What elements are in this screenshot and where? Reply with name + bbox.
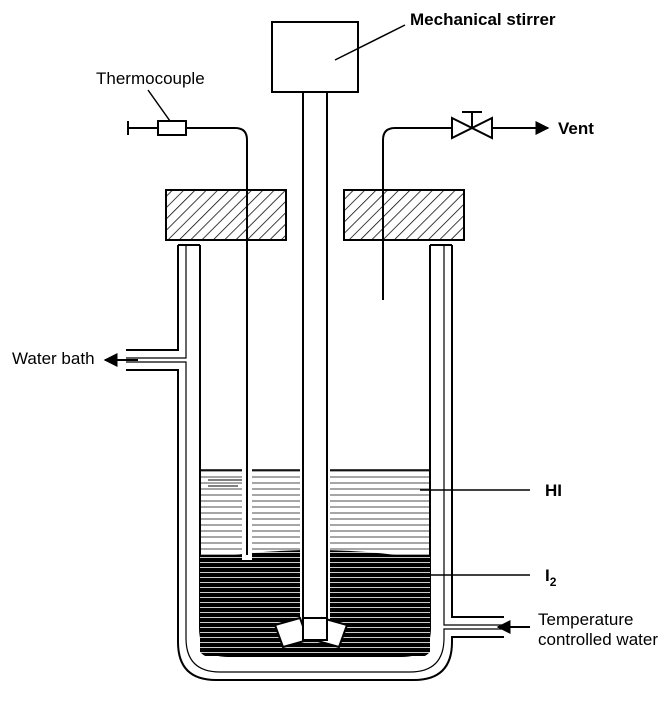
temp-water-label-2: controlled water — [538, 630, 658, 649]
lid-right — [344, 190, 464, 240]
thermocouple-leader — [148, 90, 170, 121]
i2-label: I2 — [545, 566, 557, 589]
stirrer-label: Mechanical stirrer — [410, 10, 556, 29]
thermocouple-icon — [158, 121, 186, 135]
stirrer-shaft — [303, 92, 327, 630]
valve-icon — [452, 112, 492, 138]
stirrer-motor — [272, 22, 358, 92]
temp-water-label-1: Temperature — [538, 610, 633, 629]
apparatus-diagram: Mechanical stirrer Thermocouple Vent Wat… — [0, 0, 666, 728]
hi-label: HI — [545, 481, 562, 500]
lid-left — [166, 190, 286, 240]
vent-label: Vent — [558, 119, 594, 138]
water-bath-label: Water bath — [12, 349, 95, 368]
thermocouple-label: Thermocouple — [96, 69, 205, 88]
